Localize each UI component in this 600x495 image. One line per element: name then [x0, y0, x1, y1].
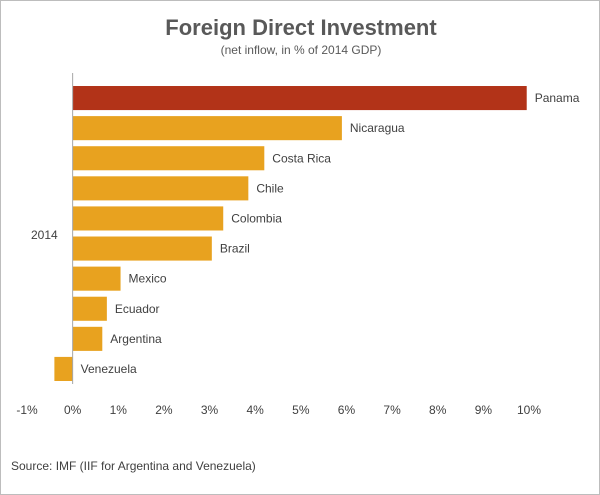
x-tick-label: 0%: [64, 403, 82, 417]
bar-labels-group: Panama Nicaragua Costa Rica Chile Colombia Br…: [81, 91, 580, 376]
bar-nicaragua: [72, 116, 342, 141]
x-tick-label: 1%: [110, 403, 128, 417]
source-note: Source: IMF (IIF for Argentina and Venez…: [11, 459, 256, 473]
bar-brazil: [72, 236, 212, 261]
bar-label-costa-rica: Costa Rica: [272, 151, 331, 165]
bar-label-brazil: Brazil: [220, 242, 250, 256]
x-tick-label: 7%: [383, 403, 401, 417]
x-tick-label: 3%: [201, 403, 219, 417]
bar-label-argentina: Argentina: [110, 332, 162, 346]
bar-panama: [72, 86, 527, 111]
x-tick-label: -1%: [16, 403, 38, 417]
bar-label-nicaragua: Nicaragua: [350, 121, 405, 135]
x-tick-label: 10%: [517, 403, 541, 417]
group-label-2014: 2014: [31, 228, 58, 242]
x-tick-label: 6%: [338, 403, 356, 417]
bar-venezuela: [54, 356, 73, 381]
x-tick-labels-group: -1% 0% 1% 2% 3% 4% 5% 6% 7% 8% 9% 10%: [16, 403, 541, 417]
x-tick-label: 4%: [247, 403, 265, 417]
bar-label-ecuador: Ecuador: [115, 302, 160, 316]
x-tick-label: 9%: [475, 403, 493, 417]
bar-costa-rica: [72, 146, 265, 171]
x-tick-label: 8%: [429, 403, 447, 417]
bar-label-panama: Panama: [535, 91, 580, 105]
bar-label-venezuela: Venezuela: [81, 362, 137, 376]
bar-label-colombia: Colombia: [231, 211, 282, 225]
bar-ecuador: [72, 296, 107, 321]
x-tick-label: 5%: [292, 403, 310, 417]
bar-label-chile: Chile: [256, 181, 284, 195]
bar-colombia: [72, 206, 224, 231]
bar-argentina: [72, 326, 103, 351]
bar-mexico: [72, 266, 121, 291]
bar-chile: [72, 176, 249, 201]
chart-title: Foreign Direct Investment: [165, 15, 437, 40]
x-tick-label: 2%: [155, 403, 173, 417]
chart-subtitle: (net inflow, in % of 2014 GDP): [221, 43, 382, 57]
bars-group: [54, 86, 527, 381]
bar-label-mexico: Mexico: [129, 272, 167, 286]
